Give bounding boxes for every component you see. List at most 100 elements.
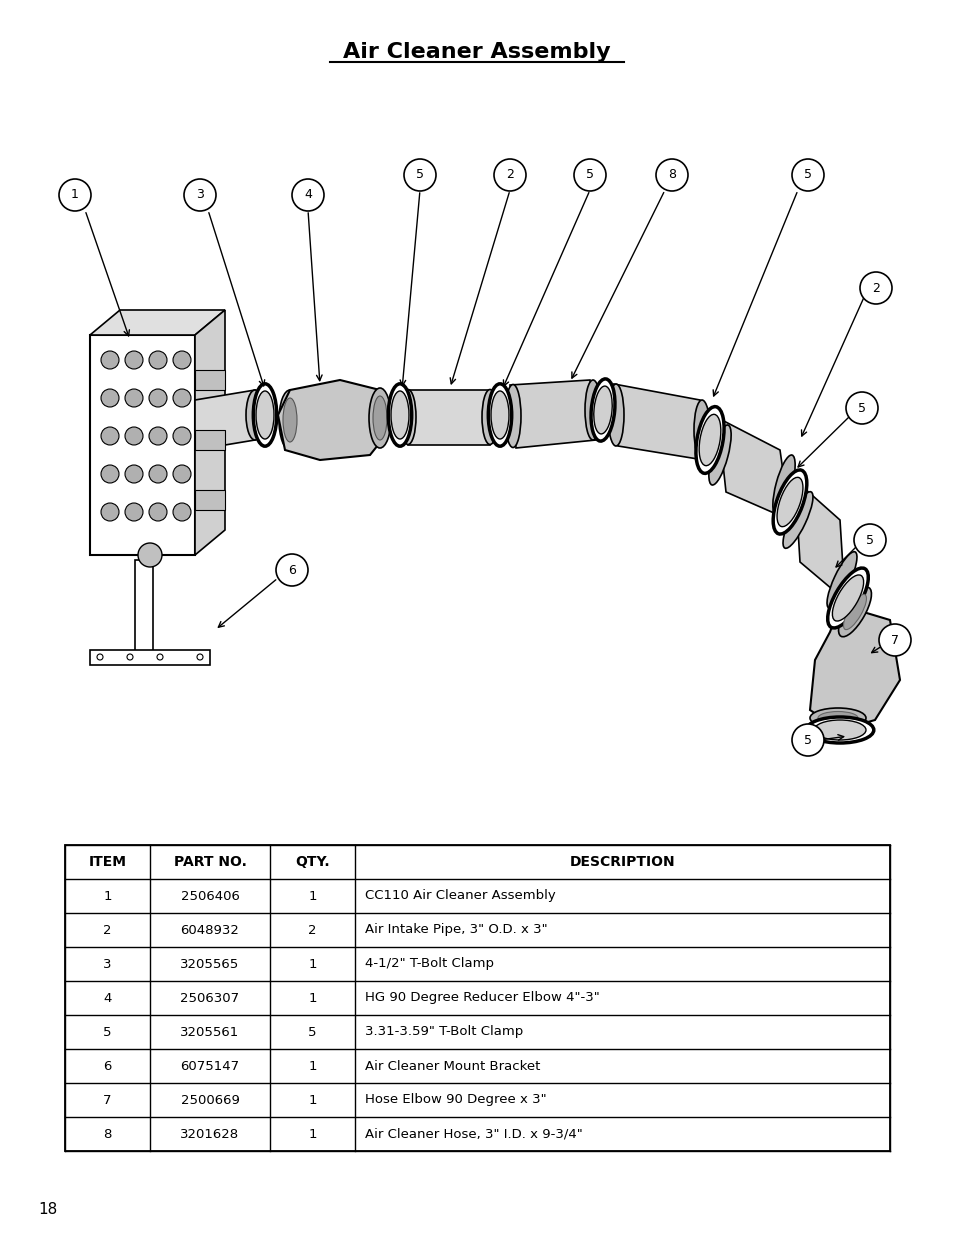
Circle shape [172, 351, 191, 369]
Ellipse shape [772, 471, 806, 534]
Circle shape [172, 427, 191, 445]
Ellipse shape [391, 391, 409, 438]
Text: 4: 4 [103, 992, 112, 1004]
Circle shape [791, 724, 823, 756]
Ellipse shape [388, 384, 412, 446]
Ellipse shape [283, 398, 296, 442]
Text: 18: 18 [38, 1203, 57, 1218]
Polygon shape [809, 605, 899, 730]
Text: Air Intake Pipe, 3" O.D. x 3": Air Intake Pipe, 3" O.D. x 3" [365, 924, 547, 936]
Circle shape [125, 351, 143, 369]
Text: 1: 1 [308, 1060, 316, 1072]
Polygon shape [408, 390, 490, 445]
Text: 3: 3 [196, 189, 204, 201]
Text: 2500669: 2500669 [180, 1093, 239, 1107]
Ellipse shape [246, 390, 264, 440]
Circle shape [853, 524, 885, 556]
Polygon shape [614, 384, 703, 459]
Text: 1: 1 [308, 1128, 316, 1140]
Ellipse shape [607, 384, 623, 446]
Ellipse shape [777, 478, 802, 526]
Bar [65, 845, 889, 1151]
Circle shape [101, 503, 119, 521]
Text: 1: 1 [71, 189, 79, 201]
Text: 5: 5 [308, 1025, 316, 1039]
Text: 5: 5 [803, 734, 811, 746]
Polygon shape [794, 480, 844, 600]
Circle shape [184, 179, 215, 211]
Circle shape [157, 655, 163, 659]
Ellipse shape [842, 594, 865, 630]
Circle shape [101, 351, 119, 369]
Circle shape [125, 389, 143, 408]
Ellipse shape [699, 414, 720, 466]
Text: Air Cleaner Assembly: Air Cleaner Assembly [343, 42, 610, 62]
Text: 5: 5 [585, 168, 594, 182]
Ellipse shape [253, 384, 276, 446]
Text: 2: 2 [871, 282, 879, 294]
Ellipse shape [838, 587, 870, 637]
Text: 2: 2 [505, 168, 514, 182]
Text: 1: 1 [308, 957, 316, 971]
Ellipse shape [255, 391, 274, 438]
Circle shape [101, 389, 119, 408]
Bar [194, 370, 225, 390]
Polygon shape [90, 335, 194, 555]
Text: 3.31-3.59" T-Bolt Clamp: 3.31-3.59" T-Bolt Clamp [365, 1025, 522, 1039]
Ellipse shape [591, 379, 615, 441]
Text: DESCRIPTION: DESCRIPTION [569, 855, 675, 869]
Polygon shape [277, 380, 390, 459]
Circle shape [859, 272, 891, 304]
Polygon shape [718, 417, 789, 520]
Ellipse shape [488, 384, 511, 446]
Text: 1: 1 [308, 1093, 316, 1107]
Text: 5: 5 [103, 1025, 112, 1039]
Text: 3201628: 3201628 [180, 1128, 239, 1140]
Circle shape [149, 503, 167, 521]
Text: 3: 3 [103, 957, 112, 971]
Text: 5: 5 [857, 401, 865, 415]
Text: Hose Elbow 90 Degree x 3": Hose Elbow 90 Degree x 3" [365, 1093, 546, 1107]
Text: 6: 6 [103, 1060, 112, 1072]
Text: 4-1/2" T-Bolt Clamp: 4-1/2" T-Bolt Clamp [365, 957, 494, 971]
Circle shape [574, 159, 605, 191]
Ellipse shape [805, 718, 873, 743]
Ellipse shape [832, 576, 862, 621]
Text: 7: 7 [103, 1093, 112, 1107]
Text: 2506406: 2506406 [180, 889, 239, 903]
Ellipse shape [827, 568, 867, 627]
Ellipse shape [826, 552, 856, 609]
Ellipse shape [693, 400, 709, 459]
Text: 1: 1 [103, 889, 112, 903]
Ellipse shape [369, 388, 391, 448]
Text: 3205561: 3205561 [180, 1025, 239, 1039]
Text: CC110 Air Cleaner Assembly: CC110 Air Cleaner Assembly [365, 889, 556, 903]
Circle shape [125, 466, 143, 483]
Circle shape [125, 427, 143, 445]
Circle shape [791, 159, 823, 191]
Circle shape [127, 655, 132, 659]
Polygon shape [90, 310, 225, 335]
Bar [90, 650, 210, 664]
Text: 5: 5 [416, 168, 423, 182]
Ellipse shape [772, 454, 794, 515]
Ellipse shape [708, 425, 730, 485]
Circle shape [125, 503, 143, 521]
Circle shape [149, 427, 167, 445]
Text: 1: 1 [308, 889, 316, 903]
Circle shape [494, 159, 525, 191]
Ellipse shape [695, 406, 723, 473]
Text: 6: 6 [288, 563, 295, 577]
Circle shape [149, 389, 167, 408]
Circle shape [845, 391, 877, 424]
Ellipse shape [373, 396, 387, 440]
Circle shape [101, 466, 119, 483]
Polygon shape [194, 310, 225, 555]
Text: Air Cleaner Hose, 3" I.D. x 9-3/4": Air Cleaner Hose, 3" I.D. x 9-3/4" [365, 1128, 582, 1140]
Circle shape [149, 466, 167, 483]
Text: 7: 7 [890, 634, 898, 646]
Circle shape [59, 179, 91, 211]
Ellipse shape [278, 390, 301, 450]
Circle shape [656, 159, 687, 191]
Text: 2506307: 2506307 [180, 992, 239, 1004]
